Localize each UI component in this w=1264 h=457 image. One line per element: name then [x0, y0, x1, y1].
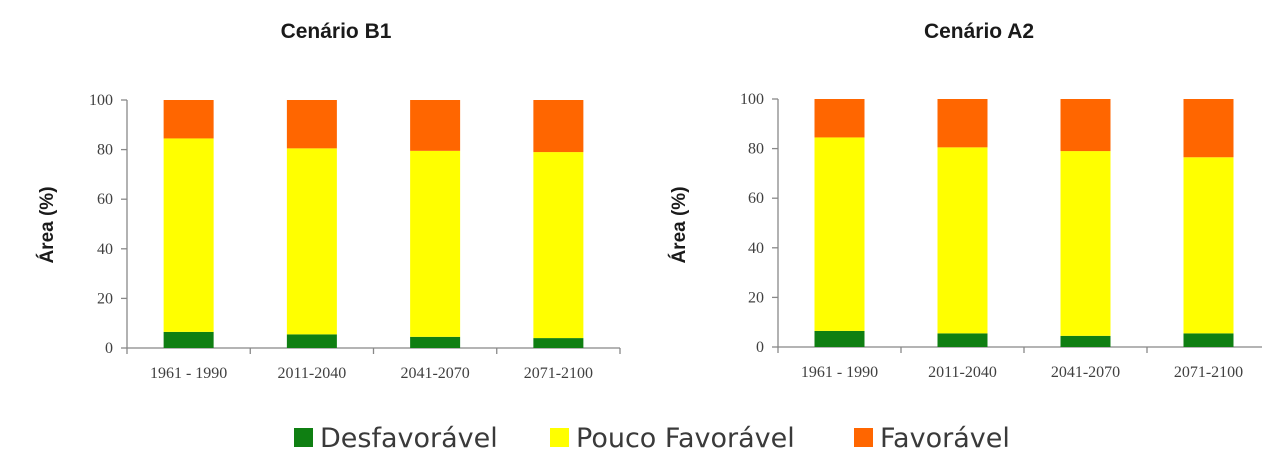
- y-axis-label: Área (%): [668, 186, 690, 263]
- bar-pouco-favor-vel-3: [1183, 157, 1234, 334]
- chart-cenario-b1: Cenário B1 Área (%) 0 20 40 60 80 100 1961 - 199…: [36, 20, 621, 382]
- legend-label-2: Favorável: [880, 423, 1010, 454]
- y-tick-label: 20: [97, 290, 113, 307]
- x-tick-label: 2011-2040: [928, 364, 997, 381]
- bar-pouco-favor-vel-2: [1060, 151, 1111, 336]
- bar-desfavor-vel-0: [163, 331, 214, 348]
- y-tick-label: 40: [748, 240, 764, 257]
- bar-desfavor-vel-1: [286, 334, 337, 348]
- x-tick-label: 1961 - 1990: [801, 364, 878, 381]
- x-tick-label: 2011-2040: [278, 365, 347, 382]
- bar-pouco-favor-vel-3: [533, 152, 584, 339]
- y-tick-label: 80: [97, 142, 113, 159]
- chart-title: Cenário B1: [281, 20, 392, 43]
- x-tick-label: 2041-2070: [1051, 364, 1120, 381]
- bar-favor-vel-2: [1060, 99, 1111, 152]
- bar-desfavor-vel-3: [533, 338, 584, 348]
- x-tick-label: 2041-2070: [400, 365, 469, 382]
- legend-label-1: Pouco Favorável: [576, 423, 795, 454]
- x-tick-label: 2071-2100: [524, 365, 593, 382]
- bar-favor-vel-1: [937, 99, 988, 148]
- y-tick-label: 60: [748, 190, 764, 207]
- bar-desfavor-vel-3: [1183, 333, 1234, 347]
- y-tick-label: 100: [89, 92, 113, 109]
- bar-pouco-favor-vel-0: [163, 138, 214, 332]
- y-tick-label: 0: [105, 340, 113, 357]
- x-tick-label: 1961 - 1990: [150, 365, 227, 382]
- bar-favor-vel-3: [533, 100, 584, 153]
- bar-desfavor-vel-2: [1060, 335, 1111, 347]
- bar-pouco-favor-vel-1: [286, 148, 337, 335]
- legend: Desfavorável Pouco Favorável Favorável: [294, 423, 1010, 454]
- bar-favor-vel-0: [814, 99, 865, 138]
- chart-cenario-a2: Cenário A2 Área (%) 0 20 40 60 80 100 1961 - 199…: [668, 20, 1262, 381]
- bar-pouco-favor-vel-1: [937, 147, 988, 334]
- y-tick-label: 20: [748, 289, 764, 306]
- bar-favor-vel-3: [1183, 99, 1234, 158]
- y-tick-label: 100: [740, 91, 764, 108]
- legend-label-0: Desfavorável: [320, 423, 498, 454]
- y-tick-label: 60: [97, 191, 113, 208]
- legend-swatch-0: [294, 428, 313, 447]
- bar-pouco-favor-vel-2: [410, 150, 461, 337]
- y-tick-label: 40: [97, 241, 113, 258]
- legend-swatch-1: [550, 428, 569, 447]
- x-tick-label: 2071-2100: [1174, 364, 1243, 381]
- bar-favor-vel-0: [163, 100, 214, 139]
- legend-swatch-2: [854, 428, 873, 447]
- chart-title: Cenário A2: [924, 20, 1034, 43]
- bar-favor-vel-1: [286, 100, 337, 149]
- bar-desfavor-vel-1: [937, 333, 988, 347]
- bar-pouco-favor-vel-0: [814, 137, 865, 331]
- y-tick-label: 80: [748, 141, 764, 158]
- bar-desfavor-vel-0: [814, 330, 865, 347]
- bar-desfavor-vel-2: [410, 336, 461, 348]
- y-tick-label: 0: [756, 339, 764, 356]
- y-axis-label: Área (%): [36, 186, 58, 263]
- bar-favor-vel-2: [410, 100, 461, 151]
